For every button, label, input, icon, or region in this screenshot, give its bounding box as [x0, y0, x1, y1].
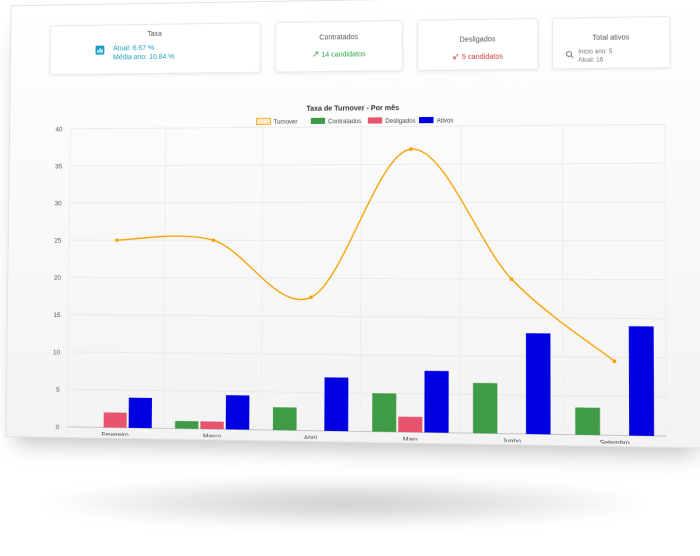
- turnover-chart: Taxa de Turnover - Por mês Turnover Contr…: [36, 97, 683, 445]
- gridline-h: [68, 315, 666, 319]
- gridline-h: [70, 124, 665, 128]
- gridline-v: [163, 128, 165, 428]
- gridline-h: [70, 202, 666, 203]
- y-tick-label: 25: [54, 238, 62, 245]
- contratados-line: ↗ 14 candidatos: [276, 48, 402, 61]
- card-total-ativos[interactable]: Total ativos Inicio ano: 5 Atual: 16: [552, 16, 670, 69]
- floor-shadow: [40, 478, 650, 528]
- desligados-value: 5 candidatos: [462, 54, 503, 62]
- x-tick-label: Fevereiro: [101, 431, 129, 439]
- arrow-up-icon: ↗: [312, 49, 320, 59]
- turnover-point: [409, 147, 413, 151]
- bar-contratados: [372, 393, 396, 432]
- chart-bars: [104, 322, 655, 436]
- bar-ativos: [629, 326, 654, 436]
- chart-grid: [67, 124, 666, 436]
- card-desligados-title: Desligados: [418, 36, 537, 45]
- chart-title: Taxa de Turnover - Por mês: [306, 105, 399, 113]
- legend-swatch: [368, 117, 382, 123]
- media-label: Média ano:: [113, 54, 147, 61]
- legend-swatch: [311, 118, 325, 124]
- legend-label: Desligados: [385, 119, 415, 125]
- gridline-h: [69, 240, 666, 241]
- bar-ativos: [129, 398, 152, 429]
- y-tick-label: 15: [53, 312, 61, 319]
- x-tick-label: Março: [203, 433, 222, 441]
- bar-ativos: [526, 333, 551, 434]
- gridline-h: [68, 352, 666, 358]
- card-taxa[interactable]: Taxa Atual: 6.67 % Média ano: 10.84 %: [49, 22, 261, 75]
- bar-ativos: [226, 395, 250, 430]
- chart-svg: Taxa de Turnover - Por mês Turnover Contr…: [36, 97, 683, 445]
- taxa-values: Atual: 6.67 % Média ano: 10.84 %: [113, 44, 175, 63]
- legend-label: Ativos: [437, 118, 454, 124]
- gridline-h: [70, 163, 666, 166]
- atual-ativos: Atual: 16: [578, 56, 612, 65]
- card-taxa-title: Taxa: [51, 29, 260, 39]
- y-tick-label: 5: [56, 387, 60, 394]
- y-tick-label: 40: [55, 126, 63, 133]
- desligados-line: ↙ 5 candidatos: [418, 50, 537, 63]
- turnover-line: [114, 146, 616, 363]
- x-axis: Fevereiro Março Abril Maio Junho Setembro: [101, 431, 630, 444]
- contratados-value: 14 candidatos: [321, 51, 365, 59]
- bar-contratados: [473, 383, 497, 434]
- x-tick-label: Maio: [403, 436, 418, 444]
- turnover-point: [612, 359, 616, 363]
- turnover-point: [510, 277, 514, 281]
- gridline-v: [360, 127, 361, 432]
- legend-label: Turnover: [274, 120, 298, 126]
- y-tick-label: 0: [56, 424, 60, 431]
- bar-desligados: [398, 417, 422, 433]
- inicio-ano: Inicio ano: 5: [578, 48, 612, 57]
- y-tick-label: 30: [55, 200, 63, 207]
- bar-desligados: [104, 412, 127, 427]
- x-tick-label: Junho: [502, 438, 521, 445]
- summary-cards: Taxa Atual: 6.67 % Média ano: 10.84 % Co…: [49, 16, 681, 85]
- turnover-point: [212, 238, 216, 242]
- legend-swatch: [419, 117, 433, 123]
- dashboard-stage: Taxa Atual: 6.67 % Média ano: 10.84 % Co…: [8, 4, 690, 444]
- card-contratados[interactable]: Contratados ↗ 14 candidatos: [275, 20, 403, 73]
- card-total-title: Total ativos: [553, 34, 669, 43]
- bar-contratados: [175, 421, 198, 429]
- bar-desligados: [200, 421, 223, 429]
- x-tick-label: Abril: [304, 435, 317, 442]
- gridline-v: [562, 125, 563, 434]
- bar-ativos: [324, 377, 348, 431]
- card-contratados-title: Contratados: [276, 33, 402, 42]
- gridline-v: [665, 124, 666, 436]
- bar-ativos: [424, 371, 448, 433]
- turnover-point: [309, 295, 313, 299]
- turnover-point: [115, 238, 119, 242]
- dashboard-panel: Taxa Atual: 6.67 % Média ano: 10.84 % Co…: [5, 0, 700, 449]
- legend-label: Contratados: [328, 119, 361, 125]
- arrow-down-icon: ↙: [452, 51, 460, 61]
- gridline-h: [68, 389, 667, 397]
- bar-contratados: [273, 407, 297, 430]
- y-tick-label: 20: [54, 275, 62, 282]
- user-search-icon: [566, 51, 574, 61]
- y-axis: 0 5 10 15 20 25 30 35 40: [52, 126, 63, 431]
- bar-contratados: [575, 407, 600, 435]
- y-tick-label: 35: [55, 163, 63, 170]
- media-value: 10.84 %: [149, 54, 174, 61]
- x-tick-label: Setembro: [600, 439, 630, 445]
- y-tick-label: 10: [53, 349, 61, 356]
- atual-label: Atual:: [113, 45, 131, 52]
- gridline-h: [69, 277, 666, 279]
- card-desligados[interactable]: Desligados ↙ 5 candidatos: [417, 18, 538, 71]
- total-values: Inicio ano: 5 Atual: 16: [578, 48, 612, 65]
- atual-value: 6.67 %: [133, 45, 155, 52]
- legend-swatch: [256, 118, 270, 124]
- chart-legend: Turnover Contratados Desligados Ativos: [256, 117, 453, 126]
- chart-icon: [95, 46, 104, 57]
- turnover-curve: [116, 148, 615, 361]
- gridline-v: [67, 129, 70, 427]
